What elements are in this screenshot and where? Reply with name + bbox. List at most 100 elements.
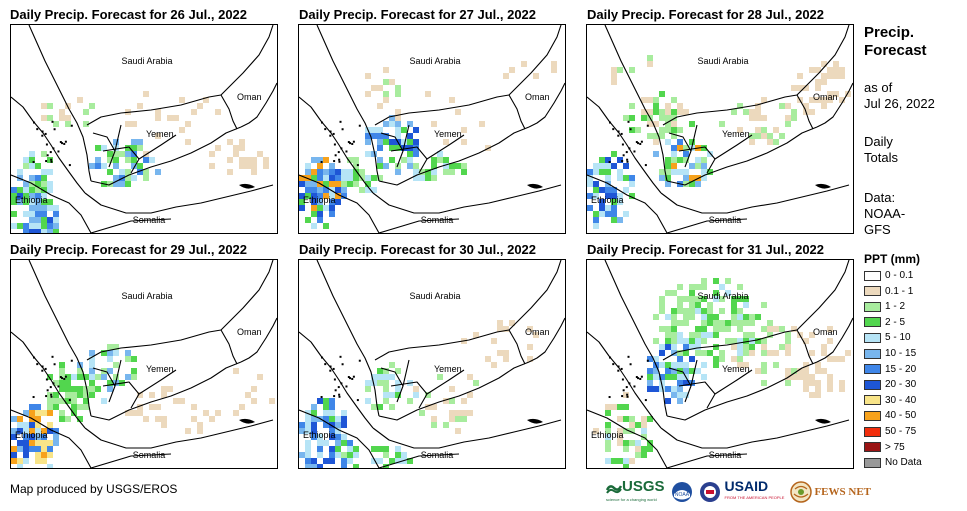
precip-cell <box>749 139 755 145</box>
precip-cell <box>671 314 677 320</box>
precip-cell <box>749 115 755 121</box>
precip-cell <box>431 163 437 169</box>
precip-cell <box>383 386 389 392</box>
map-canvas: Saudi Arabia Oman Yemen Ethiopia Somalia <box>299 260 565 468</box>
precip-cell <box>71 392 77 398</box>
precip-cell <box>773 139 779 145</box>
boundary-line <box>587 409 668 468</box>
precip-cell <box>65 398 71 404</box>
panel-title-5: Daily Precip. Forecast for 30 Jul., 2022 <box>299 242 537 257</box>
legend-swatch <box>864 410 881 421</box>
precip-cell <box>305 181 311 187</box>
precip-cell <box>659 308 665 314</box>
precip-cell <box>491 338 497 344</box>
island-dot <box>64 140 67 143</box>
precip-cell <box>713 326 719 332</box>
precip-cell <box>113 175 119 181</box>
precip-cell <box>35 458 41 464</box>
precip-cell <box>683 320 689 326</box>
island-dot <box>629 128 632 131</box>
precip-cell <box>695 181 701 187</box>
precip-cell <box>371 133 377 139</box>
precip-cell <box>605 157 611 163</box>
island-dot <box>338 395 341 398</box>
precip-cell <box>89 392 95 398</box>
precip-cell <box>35 205 41 211</box>
precip-cell <box>311 205 317 211</box>
island-dot <box>46 154 49 157</box>
precip-cell <box>17 175 23 181</box>
precip-cell <box>395 121 401 127</box>
precip-cell <box>677 320 683 326</box>
precip-cell <box>731 314 737 320</box>
precip-cell <box>137 139 143 145</box>
precip-cell <box>671 163 677 169</box>
legend-title: Precip. Forecast <box>864 24 927 60</box>
precip-cell <box>347 175 353 181</box>
precip-cell <box>89 362 95 368</box>
precip-cell <box>761 133 767 139</box>
precip-cell <box>713 296 719 302</box>
country-label-somalia: Somalia <box>133 215 166 225</box>
legend-class-row: 5 - 10 <box>864 330 911 345</box>
island-dot <box>617 369 620 372</box>
island-dot <box>339 355 342 358</box>
precip-cell <box>59 374 65 380</box>
forecast-map-3: Saudi Arabia Oman Yemen Ethiopia Somalia <box>586 24 854 234</box>
country-label-oman: Oman <box>525 327 550 337</box>
island-dot <box>352 140 355 143</box>
precip-cell <box>671 350 677 356</box>
precip-cell <box>203 97 209 103</box>
precip-cell <box>113 362 119 368</box>
precip-cell <box>731 356 737 362</box>
legend-swatch <box>864 270 881 281</box>
precip-cell <box>317 163 323 169</box>
precip-cell <box>41 169 47 175</box>
precip-cell <box>731 338 737 344</box>
precip-cell <box>647 55 653 61</box>
precip-cell <box>737 314 743 320</box>
boundary-line <box>660 419 850 449</box>
country-label-somalia: Somalia <box>421 450 454 460</box>
precip-cell <box>833 73 839 79</box>
precip-cell <box>665 121 671 127</box>
precip-cell <box>725 338 731 344</box>
precip-cell <box>11 452 17 458</box>
precip-cell <box>329 193 335 199</box>
precip-cell <box>611 67 617 73</box>
precip-cell <box>755 368 761 374</box>
precip-cell <box>785 344 791 350</box>
legend-swatch <box>864 442 881 453</box>
island-dot <box>627 120 630 123</box>
precip-cell <box>395 127 401 133</box>
precip-cell <box>755 115 761 121</box>
precip-cell <box>785 350 791 356</box>
precip-cell <box>665 374 671 380</box>
precip-cell <box>257 151 263 157</box>
precip-cell <box>395 85 401 91</box>
precip-cell <box>677 398 683 404</box>
boundary-line <box>90 218 172 233</box>
precip-cell <box>365 175 371 181</box>
precip-cell <box>413 386 419 392</box>
boundaries <box>587 25 853 233</box>
precip-cell <box>23 181 29 187</box>
precip-cell <box>395 446 401 452</box>
precip-cell <box>671 308 677 314</box>
precip-cell <box>299 199 305 205</box>
precip-cell <box>29 175 35 181</box>
precip-cell <box>47 404 53 410</box>
precip-cell <box>779 344 785 350</box>
island-dot <box>338 158 341 161</box>
precip-cell <box>677 109 683 115</box>
island-dot <box>68 164 71 167</box>
precip-cell <box>695 163 701 169</box>
precip-cell <box>761 115 767 121</box>
precip-cell <box>731 344 737 350</box>
precip-cell <box>383 67 389 73</box>
precip-cell <box>755 338 761 344</box>
precip-cell <box>23 458 29 464</box>
precip-cell <box>605 169 611 175</box>
precip-cell <box>47 205 53 211</box>
precip-cell <box>299 428 305 434</box>
